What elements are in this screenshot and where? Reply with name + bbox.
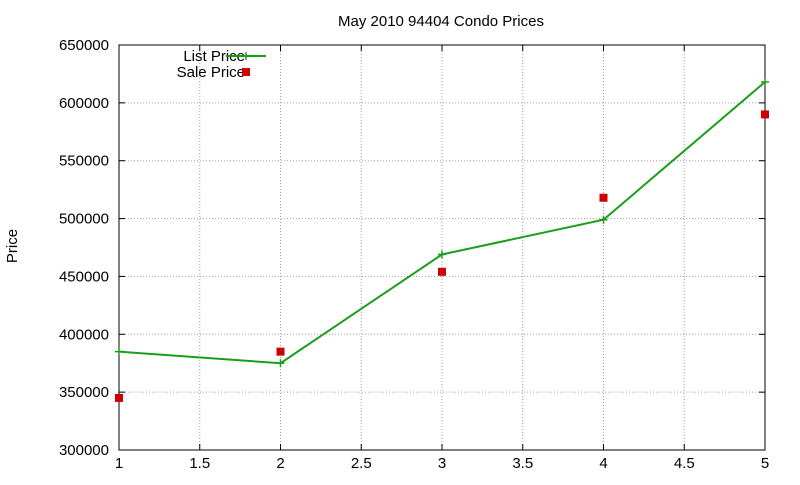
data-point [761, 110, 769, 119]
legend-item: List Price [183, 48, 266, 65]
data-point [115, 393, 123, 402]
tick-labels: 1 1.5 2 2.5 3 3.5 4 4.5 5 300000 350000 400000 45000… [59, 37, 769, 472]
series-sale-price [115, 110, 769, 402]
x-tick-label: 2.5 [351, 455, 372, 472]
data-point [115, 347, 123, 356]
x-tick-label: 5 [761, 455, 769, 472]
grid-lines [119, 45, 765, 450]
legend-label: List Price [183, 48, 245, 65]
y-axis-label: Price [4, 229, 21, 263]
legend-marker [242, 68, 250, 76]
x-tick-label: 4.5 [674, 455, 695, 472]
y-tick-label: 600000 [59, 95, 109, 112]
data-point [276, 347, 285, 356]
y-tick-label: 400000 [59, 326, 109, 343]
data-point [438, 267, 446, 276]
y-tick-label: 450000 [59, 268, 109, 285]
y-tick-label: 550000 [59, 153, 109, 170]
y-tick-label: 500000 [59, 211, 109, 228]
data-series [115, 78, 769, 402]
data-point [276, 359, 285, 368]
x-tick-label: 3 [438, 455, 446, 472]
x-tick-label: 1.5 [189, 455, 210, 472]
x-tick-label: 4 [599, 455, 607, 472]
x-tick-label: 1 [115, 455, 123, 472]
data-point [599, 193, 608, 202]
y-tick-label: 650000 [59, 37, 109, 54]
data-point [599, 215, 608, 224]
x-tick-label: 2 [276, 455, 284, 472]
axes [118, 44, 766, 451]
legend-item: Sale Price [177, 64, 250, 81]
data-point [761, 78, 769, 87]
data-point [438, 250, 446, 259]
y-tick-label: 350000 [59, 384, 109, 401]
y-tick-label: 300000 [59, 442, 109, 459]
chart-title: May 2010 94404 Condo Prices [338, 13, 544, 30]
legend-marker [242, 52, 250, 60]
legend-label: Sale Price [177, 64, 245, 81]
series-list-price [115, 78, 769, 368]
x-tick-label: 3.5 [512, 455, 533, 472]
